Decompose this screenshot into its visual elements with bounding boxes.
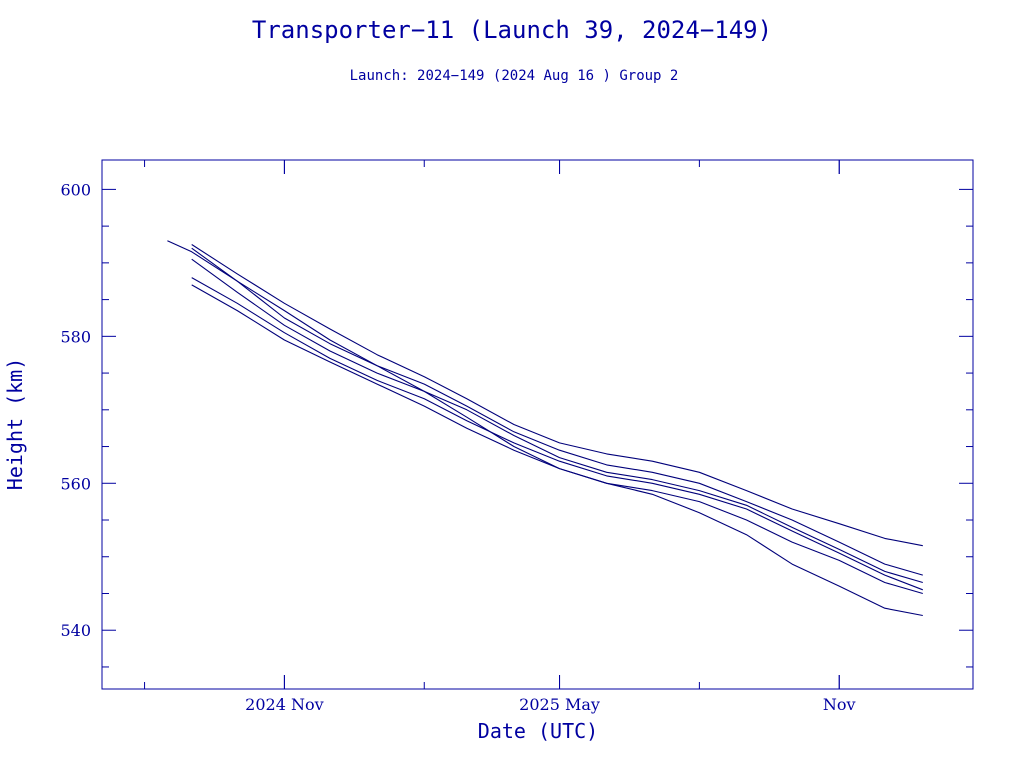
x-tick-label: 2024 Nov xyxy=(245,695,323,714)
x-axis-label: Date (UTC) xyxy=(478,719,598,743)
chart-title: Transporter−11 (Launch 39, 2024−149) xyxy=(252,16,772,44)
series-line-2 xyxy=(191,244,923,547)
y-tick-label: 580 xyxy=(60,327,91,346)
y-axis-label: Height (km) xyxy=(3,358,27,490)
x-axis-ticks: 2024 Nov 2025 May Nov xyxy=(144,160,856,714)
plot-frame xyxy=(101,159,974,690)
series-line-6 xyxy=(191,284,923,595)
y-tick-label: 600 xyxy=(60,180,91,199)
x-tick-label: 2025 May xyxy=(519,695,600,714)
y-tick-label: 540 xyxy=(60,621,91,640)
y-axis-ticks: 540 560 580 600 xyxy=(60,180,973,668)
x-tick-label: Nov xyxy=(823,695,856,714)
y-tick-label: 560 xyxy=(60,474,91,493)
series-line-3 xyxy=(191,247,923,576)
series-line-5 xyxy=(191,277,923,591)
chart-subtitle: Launch: 2024−149 (2024 Aug 16 ) Group 2 xyxy=(350,68,679,84)
series-line-1 xyxy=(167,240,923,617)
series-group xyxy=(167,240,923,617)
series-line-4 xyxy=(191,258,923,584)
